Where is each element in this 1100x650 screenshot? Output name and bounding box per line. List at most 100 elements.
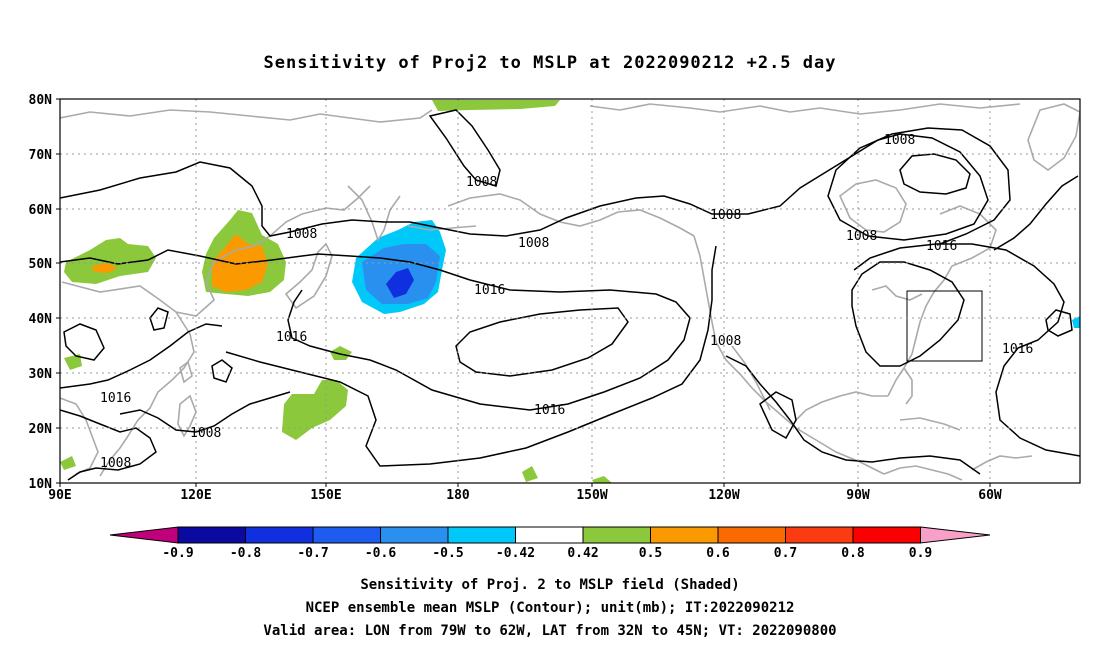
contour-1016-us-loop [851, 261, 965, 367]
shade-negative-pacific-core [386, 268, 414, 298]
coast-japan [284, 242, 333, 310]
lat-axis-labels: 80N 70N 60N 50N 40N 30N 20N 10N [29, 93, 53, 492]
coast-labrador [939, 205, 997, 267]
coast-gulf-mexico [795, 391, 888, 421]
coast-hudson-bay [839, 179, 907, 233]
contour-1016-asia-loop-3 [149, 307, 169, 331]
lon-label: 120W [708, 488, 739, 503]
coast-us-east [887, 265, 953, 397]
coast-great-lakes [871, 285, 923, 301]
contour-1016-asia-south [60, 323, 223, 389]
map-frame [59, 98, 1081, 484]
contour-1016-east-gulf [993, 175, 1079, 251]
lon-label: 120E [180, 488, 211, 503]
mslp-contours [60, 109, 1080, 481]
contour-label: 1008 [518, 236, 549, 251]
figure-title: Sensitivity of Proj2 to MSLP at 20220902… [264, 53, 837, 73]
contour-1008-mexico-inner [759, 391, 797, 440]
contour-1008-north-asia [60, 133, 989, 241]
lon-axis-labels: 90E 120E 150E 180 150W 120W 90W 60W [48, 488, 1002, 503]
caption-line-1: Sensitivity of Proj. 2 to MSLP field (Sh… [360, 577, 739, 593]
coast-south-america [971, 455, 1033, 471]
coast-arctic-canada [589, 103, 1021, 115]
lat-label: 40N [29, 312, 53, 327]
colorbar-label: -0.7 [297, 546, 328, 561]
colorbar-label: 0.7 [774, 546, 797, 561]
colorbar-label: 0.9 [909, 546, 932, 561]
contour-1016-east-small [1045, 309, 1073, 337]
colorbar-label: 0.8 [841, 546, 865, 561]
contour-1008-canada-outer [827, 127, 1011, 245]
coast-baja [731, 345, 771, 411]
shade-positive-asia-west-core [92, 263, 118, 273]
lon-label: 180 [446, 488, 470, 503]
colorbar-swatch [515, 526, 584, 544]
contour-1008-indochina [119, 391, 291, 433]
contour-1016-atlantic [853, 243, 1080, 457]
lat-label: 60N [29, 203, 53, 218]
coast-cuba [899, 417, 961, 431]
colorbar-swatch [312, 526, 381, 544]
shade-positive-small-4 [522, 466, 538, 482]
captions: Sensitivity of Proj. 2 to MSLP field (Sh… [263, 577, 836, 639]
shaded-sensitivity [60, 100, 1080, 483]
coast-arctic-asia [60, 109, 433, 123]
valid-area-box [906, 290, 983, 362]
coast-central-america [883, 465, 963, 481]
contour-1008-mexico [725, 355, 981, 475]
contour-1016-asia-loop-1 [63, 323, 105, 361]
colorbar-label: -0.42 [496, 546, 535, 561]
colorbar-label: -0.8 [230, 546, 261, 561]
coast-china-sea [99, 311, 195, 477]
contour-1016-asia-loop-2 [211, 359, 233, 383]
gridlines [60, 99, 1080, 483]
lat-label: 20N [29, 422, 53, 437]
lon-label: 150E [310, 488, 341, 503]
contour-1008-canada-low [899, 153, 971, 195]
coast-alaska [447, 193, 695, 237]
contour-labels: 1008 1008 1008 1008 1008 1008 1008 1008 … [100, 133, 1033, 471]
colorbar-label: 0.5 [639, 546, 662, 561]
caption-line-3: Valid area: LON from 79W to 62W, LAT fro… [263, 623, 836, 639]
tick-marks [56, 98, 991, 487]
coast-east-asia [61, 185, 371, 317]
contour-label: 1008 [710, 334, 741, 349]
lat-label: 10N [29, 477, 53, 492]
shade-positive-china-sea [282, 380, 348, 440]
shade-negative-small-east [1072, 316, 1080, 328]
contour-label: 1016 [100, 391, 131, 406]
shade-positive-small-2 [60, 456, 76, 470]
contour-label: 1016 [276, 330, 307, 345]
colorbar-label: -0.5 [432, 546, 463, 561]
coast-north-america-west [693, 235, 885, 475]
colorbar-swatch [852, 526, 921, 544]
contour-label: 1016 [474, 283, 505, 298]
shade-positive-top [432, 100, 560, 111]
contour-label: 1008 [466, 175, 497, 190]
colorbar: -0.9 -0.8 -0.7 -0.6 -0.5 -0.42 0.42 0.5 … [109, 526, 991, 561]
contour-1008-pacific-south [225, 245, 717, 467]
colorbar-swatch [380, 526, 449, 544]
contour-1016-north-pacific [60, 249, 691, 411]
contour-label: 1008 [286, 227, 317, 242]
caption-line-2: NCEP ensemble mean MSLP (Contour); unit(… [306, 600, 795, 616]
lat-label: 80N [29, 93, 53, 108]
colorbar-swatch [650, 526, 719, 544]
shade-positive-small-3 [64, 354, 82, 370]
colorbar-swatch [245, 526, 314, 544]
colorbar-swatch [785, 526, 854, 544]
colorbar-label: 0.6 [706, 546, 730, 561]
lat-label: 30N [29, 367, 53, 382]
colorbar-swatch [582, 526, 651, 544]
shade-positive-small-5 [592, 476, 612, 483]
contour-1008-arctic-loop [428, 109, 501, 187]
lon-label: 60W [978, 488, 1002, 503]
coast-indochina [60, 397, 99, 475]
colorbar-end-low [109, 526, 179, 544]
colorbar-label: -0.9 [162, 546, 193, 561]
coastlines [60, 103, 1080, 481]
colorbar-label: -0.6 [365, 546, 396, 561]
coast-taiwan [179, 360, 193, 384]
contour-label: 1008 [100, 456, 131, 471]
